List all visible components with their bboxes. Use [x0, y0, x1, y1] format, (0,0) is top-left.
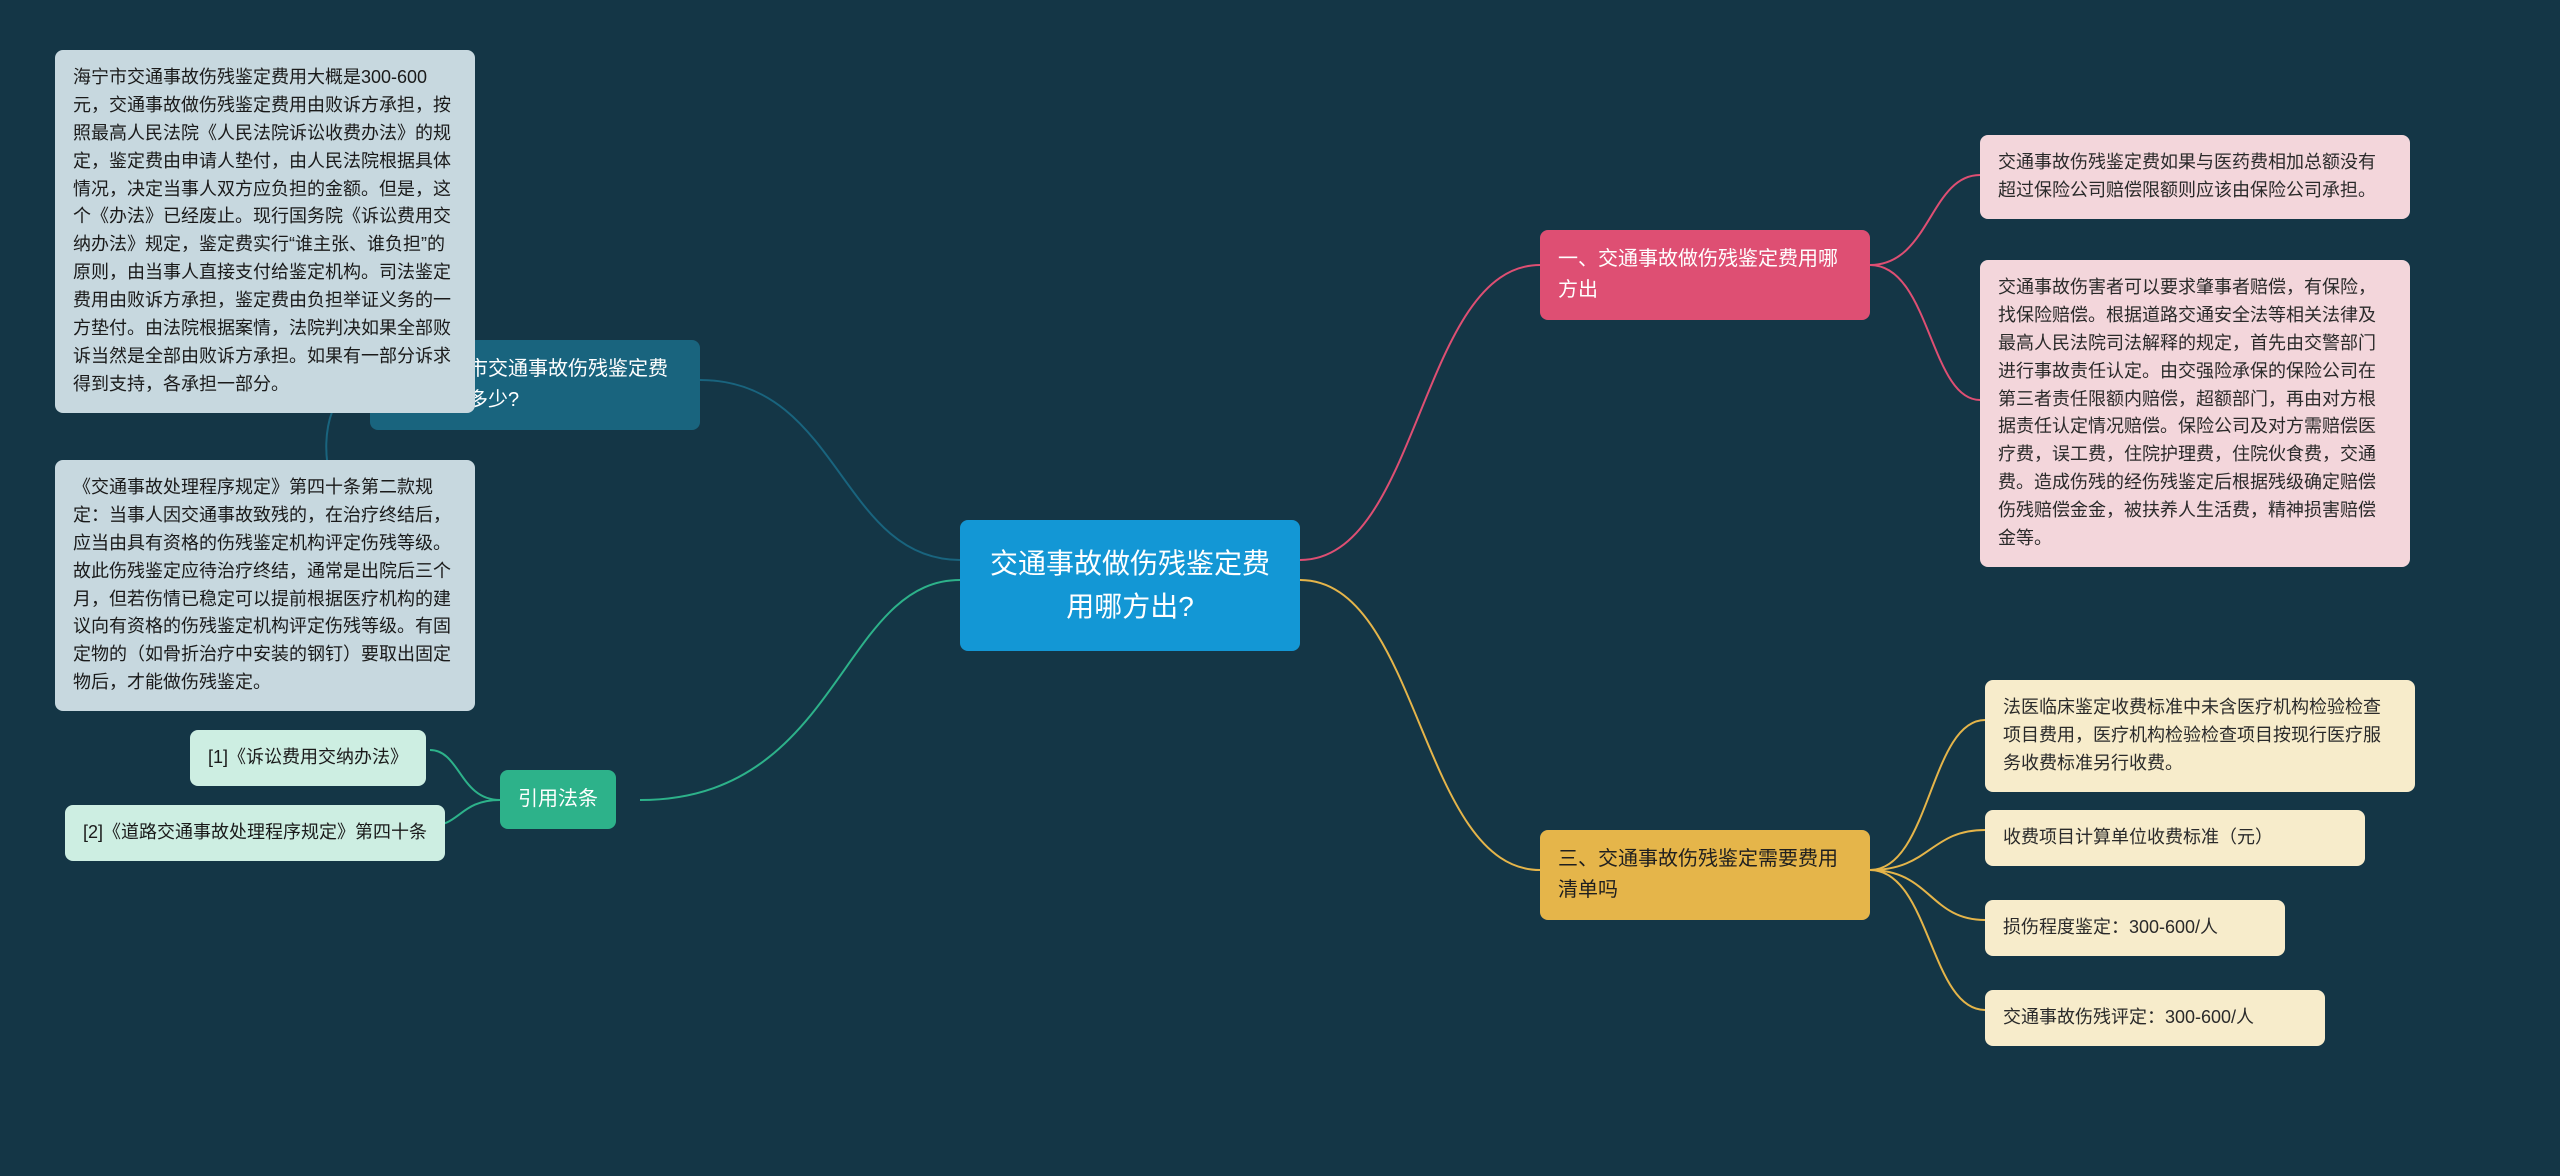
section-3-leaf-2: 收费项目计算单位收费标准（元） — [1985, 810, 2365, 866]
section-4-leaf-1: [1]《诉讼费用交纳办法》 — [190, 730, 426, 786]
section-1-leaf-1: 交通事故伤残鉴定费如果与医药费相加总额没有超过保险公司赔偿限额则应该由保险公司承… — [1980, 135, 2410, 219]
section-3-leaf-4: 交通事故伤残评定：300-600/人 — [1985, 990, 2325, 1046]
section-4: 引用法条 — [500, 770, 616, 829]
section-3-leaf-3: 损伤程度鉴定：300-600/人 — [1985, 900, 2285, 956]
section-2-leaf-2: 《交通事故处理程序规定》第四十条第二款规定：当事人因交通事故致残的，在治疗终结后… — [55, 460, 475, 711]
section-1-leaf-2: 交通事故伤害者可以要求肇事者赔偿，有保险，找保险赔偿。根据道路交通安全法等相关法… — [1980, 260, 2410, 567]
section-3-leaf-1: 法医临床鉴定收费标准中未含医疗机构检验检查项目费用，医疗机构检验检查项目按现行医… — [1985, 680, 2415, 792]
section-1: 一、交通事故做伤残鉴定费用哪方出 — [1540, 230, 1870, 320]
center-node: 交通事故做伤残鉴定费用哪方出? — [960, 520, 1300, 651]
section-3: 三、交通事故伤残鉴定需要费用清单吗 — [1540, 830, 1870, 920]
section-2-leaf-1: 海宁市交通事故伤残鉴定费用大概是300-600元，交通事故做伤残鉴定费用由败诉方… — [55, 50, 475, 413]
section-4-leaf-2: [2]《道路交通事故处理程序规定》第四十条 — [65, 805, 445, 861]
